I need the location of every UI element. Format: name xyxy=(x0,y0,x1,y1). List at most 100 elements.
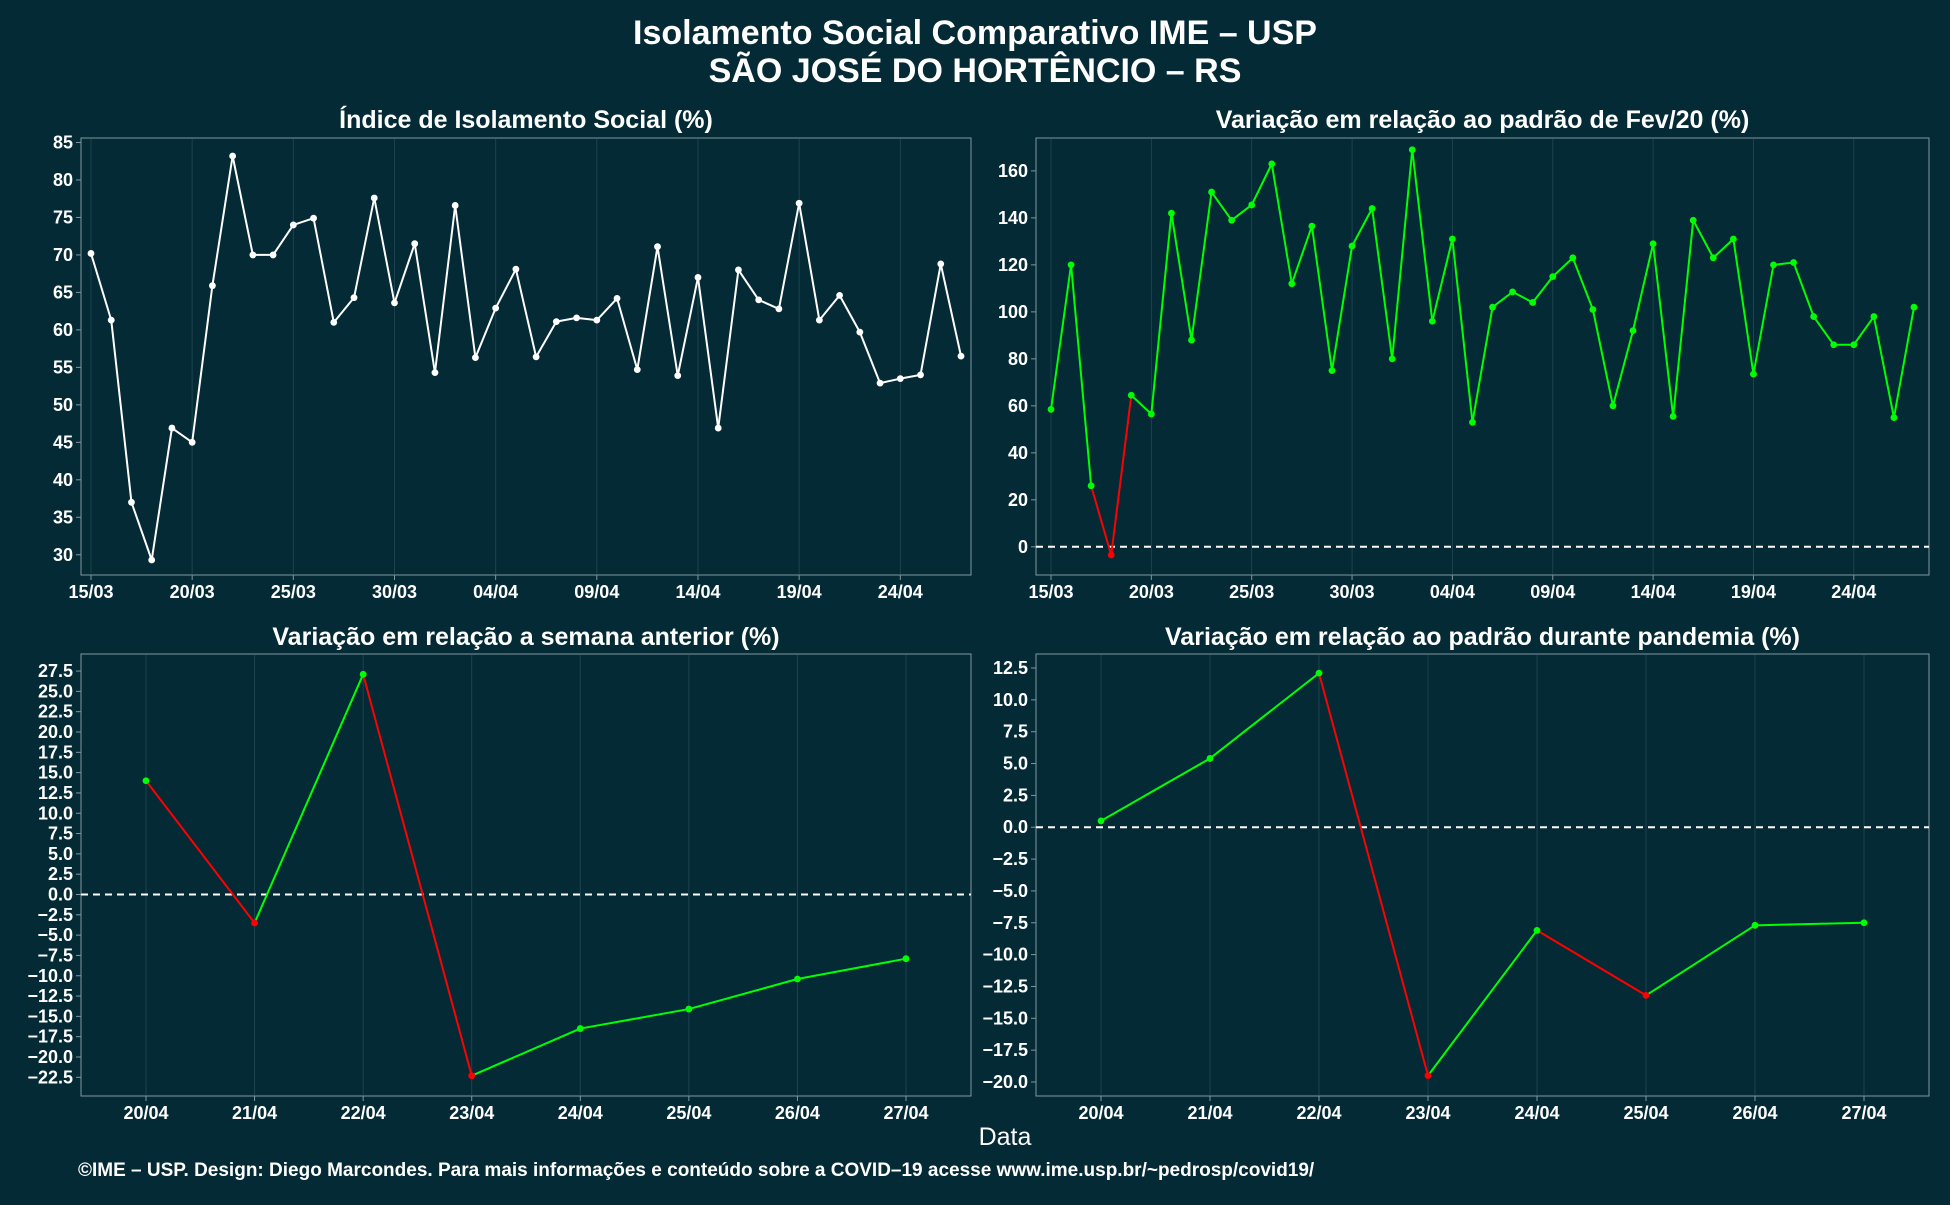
y-tick-label: 30 xyxy=(53,545,73,565)
data-point xyxy=(1830,341,1838,349)
y-tick-label: 0 xyxy=(1018,537,1028,557)
data-point xyxy=(1870,313,1878,320)
plot-frame xyxy=(1035,137,1930,576)
series-segment xyxy=(1170,213,1193,341)
data-point xyxy=(370,194,378,202)
data-point xyxy=(208,282,216,290)
x-tick-label: 20/04 xyxy=(1078,1103,1123,1123)
panel-fev20: Variação em relação ao padrão de Fev/20 … xyxy=(998,106,1930,602)
series-segment xyxy=(1070,264,1093,486)
series-segment xyxy=(1645,924,1756,997)
data-point xyxy=(775,305,783,313)
data-point xyxy=(1097,817,1105,825)
data-point xyxy=(937,260,945,268)
x-tick-label: 04/04 xyxy=(1430,582,1475,602)
data-point xyxy=(350,294,358,302)
x-tick-label: 23/04 xyxy=(449,1103,494,1123)
data-point xyxy=(1067,261,1075,269)
data-point xyxy=(1168,209,1175,217)
series-segment xyxy=(353,197,376,298)
data-point xyxy=(1709,254,1717,262)
plot-frame xyxy=(1035,653,1930,1097)
data-point xyxy=(1533,927,1541,934)
series-segment xyxy=(231,155,254,256)
series-segment xyxy=(1552,257,1574,278)
series-segment xyxy=(1536,929,1647,997)
series-segment xyxy=(1190,191,1213,341)
y-tick-label: 80 xyxy=(53,170,73,190)
x-tick-label: 20/03 xyxy=(1129,582,1174,602)
series-segment xyxy=(514,268,538,358)
data-point xyxy=(1448,235,1456,243)
x-tick-label: 25/03 xyxy=(271,582,316,602)
data-point xyxy=(289,221,297,229)
y-tick-label: 12.5 xyxy=(38,783,73,803)
series-segment xyxy=(1892,306,1915,418)
panel-title: Variação em relação ao padrão de Fev/20 … xyxy=(1216,106,1750,134)
y-tick-label: 120 xyxy=(998,255,1028,275)
series-segment xyxy=(471,1027,581,1077)
series-segment xyxy=(1310,225,1333,371)
y-tick-label: −20.0 xyxy=(27,1047,73,1067)
x-tick-label: 19/04 xyxy=(777,582,822,602)
series-segment xyxy=(900,373,921,380)
series-segment xyxy=(676,277,699,376)
x-tick-label: 24/04 xyxy=(558,1103,603,1123)
x-tick-label: 26/04 xyxy=(1732,1103,1777,1123)
data-point xyxy=(1308,222,1316,230)
y-tick-label: 0.0 xyxy=(1003,817,1028,837)
data-point xyxy=(1629,327,1637,335)
y-tick-label: −5.0 xyxy=(37,925,73,945)
data-point xyxy=(269,251,277,259)
series-segment xyxy=(688,978,798,1011)
y-tick-label: 10.0 xyxy=(38,803,73,823)
x-tick-label: 15/03 xyxy=(1028,582,1073,602)
data-point xyxy=(1770,261,1777,269)
series-segment xyxy=(818,294,841,321)
series-segment xyxy=(1130,394,1153,415)
data-point xyxy=(492,304,500,312)
series-segment xyxy=(1100,757,1211,822)
x-axis-label: Data xyxy=(979,1123,1032,1151)
x-tick-label: 04/04 xyxy=(473,582,518,602)
data-point xyxy=(573,314,580,322)
x-tick-label: 27/04 xyxy=(883,1103,928,1123)
x-tick-label: 24/04 xyxy=(1514,1103,1559,1123)
data-point xyxy=(1509,288,1517,296)
x-tick-label: 22/04 xyxy=(341,1103,386,1123)
y-tick-label: 40 xyxy=(53,470,73,490)
series-segment xyxy=(1090,485,1113,556)
series-segment xyxy=(1752,264,1775,375)
series-segment xyxy=(1351,208,1373,247)
series-segment xyxy=(1491,291,1514,308)
series-segment xyxy=(556,316,577,323)
y-tick-label: 40 xyxy=(1008,443,1028,463)
series-segment xyxy=(858,331,881,384)
series-segment xyxy=(1812,315,1835,346)
data-point xyxy=(1228,216,1236,224)
x-tick-label: 15/03 xyxy=(68,582,113,602)
x-tick-label: 14/04 xyxy=(675,582,720,602)
x-tick-label: 25/03 xyxy=(1229,582,1274,602)
series-segment xyxy=(1632,243,1655,331)
data-point xyxy=(1408,146,1416,154)
series-segment xyxy=(171,427,193,444)
data-point xyxy=(512,265,520,273)
series-segment xyxy=(130,501,153,561)
series-segment xyxy=(454,205,477,358)
data-point xyxy=(1529,299,1537,306)
y-tick-label: 7.5 xyxy=(48,824,73,844)
series-segment xyxy=(777,203,801,310)
y-tick-label: 55 xyxy=(53,357,73,377)
y-tick-label: −5.0 xyxy=(992,881,1028,901)
data-point xyxy=(1751,921,1759,929)
series-segment xyxy=(1330,245,1354,371)
x-tick-label: 20/04 xyxy=(123,1103,168,1123)
data-point xyxy=(1288,280,1296,288)
main-subtitle: SÃO JOSÉ DO HORTÊNCIO – RS xyxy=(709,52,1242,90)
series-segment xyxy=(1611,330,1634,407)
data-point xyxy=(1424,1072,1432,1080)
y-tick-label: 5.0 xyxy=(48,844,73,864)
y-tick-label: 75 xyxy=(53,207,73,227)
panel-semana-anterior: Variação em relação a semana anterior (%… xyxy=(27,623,972,1123)
